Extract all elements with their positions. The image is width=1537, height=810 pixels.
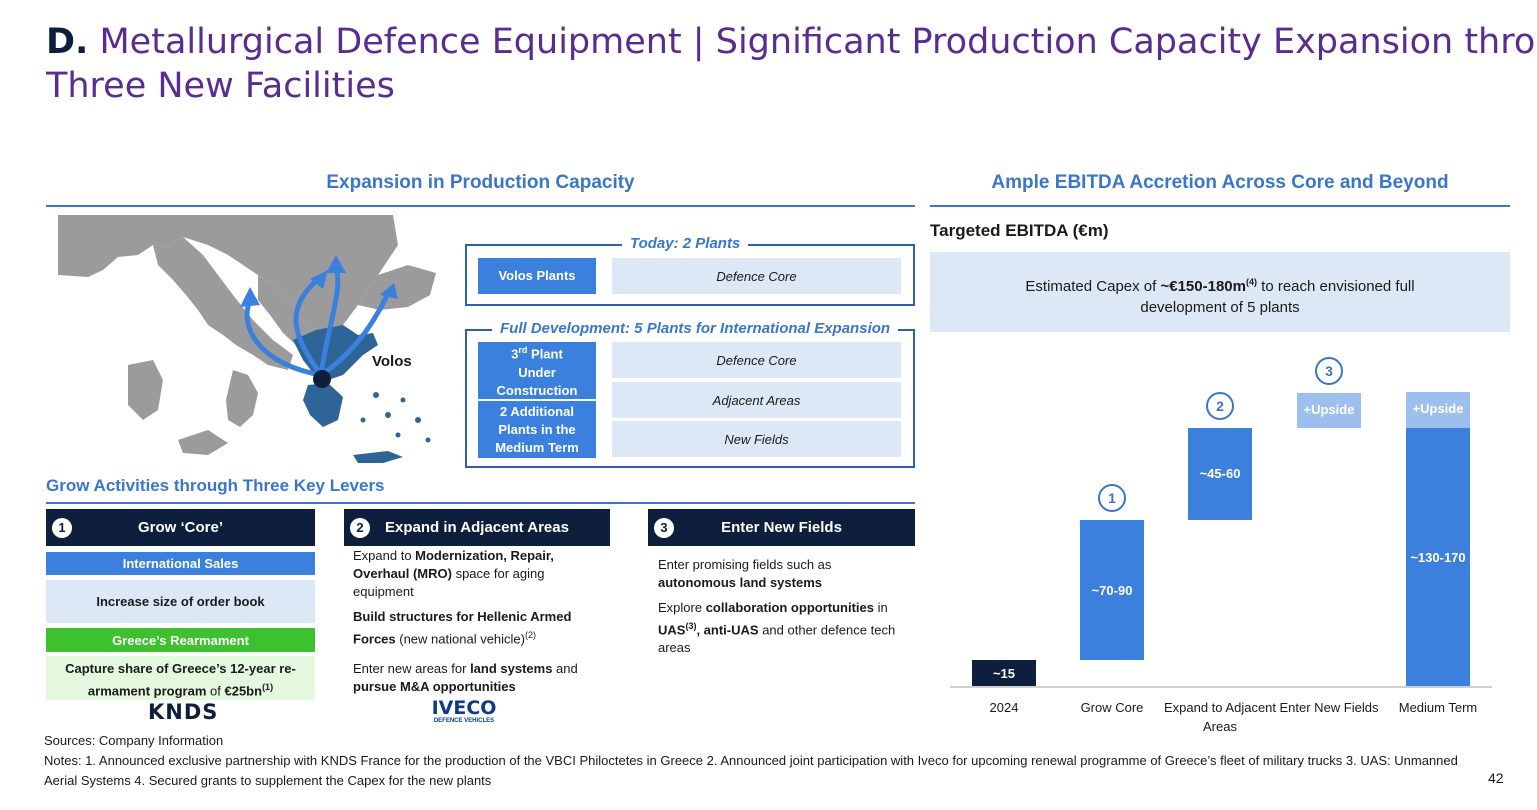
x-label-2: Expand to Adjacent Areas: [1163, 700, 1277, 734]
chart-baseline: [950, 686, 1492, 688]
volos-plants-pill: Volos Plants: [478, 258, 596, 294]
lever-core-title: Grow ‘Core’: [137, 519, 223, 536]
section-letter: D.: [46, 22, 89, 62]
title-line-2: Three New Facilities: [46, 66, 395, 106]
full-dev-legend: Full Development: 5 Plants for Internati…: [492, 320, 899, 337]
title-line-1: Metallurgical Defence Equipment | Signif…: [88, 22, 1537, 62]
medium-term-upside: [1406, 391, 1470, 428]
peloponnese: [303, 383, 343, 427]
bar-2024: [972, 659, 1036, 686]
adjacent-point-hellenic: Build structures for Hellenic Armed Forc…: [353, 609, 572, 647]
step-circle-1: 1: [1098, 483, 1126, 512]
bar-value-label: ~15: [987, 665, 1021, 681]
step-circle-3: 3: [1315, 356, 1343, 385]
lever-core-header: 1 Grow ‘Core’: [46, 509, 315, 546]
knds-logo: KNDS: [148, 700, 219, 724]
x-label-3: Enter New Fields: [1279, 700, 1379, 715]
page-title: D. Metallurgical Defence Equipment | Sig…: [46, 20, 1537, 112]
expansion-rule: [46, 205, 915, 207]
levers-rule: [46, 502, 915, 504]
expansion-arrows: [244, 266, 391, 378]
international-sales-pill: International Sales: [46, 552, 315, 575]
sources-line: Sources: Company Information: [44, 733, 224, 748]
expansion-heading: Expansion in Production Capacity: [326, 172, 635, 193]
full-defence-core: Defence Core: [612, 342, 901, 378]
today-defence-core: Defence Core: [612, 258, 901, 294]
adjacent-point-land: Enter new areas for land systems and pur…: [353, 661, 578, 694]
volos-marker: [313, 370, 331, 388]
volos-label: Volos: [372, 353, 412, 370]
bar-value-label: ~130-170: [1410, 549, 1466, 565]
italy-boot: [153, 237, 293, 370]
full-adjacent-areas: Adjacent Areas: [612, 382, 901, 418]
adjacent-point-mro: Expand to Modernization, Repair, Overhau…: [353, 548, 554, 599]
capex-callout: Estimated Capex of ~€150-180m(4) to reac…: [930, 252, 1510, 332]
page-number: 42: [1488, 770, 1504, 786]
notes-text: Notes: 1. Announced exclusive partnershi…: [44, 753, 1458, 788]
lever-1-badge: 1: [52, 517, 72, 538]
sardinia: [128, 360, 163, 420]
bar-value-label: ~45-60: [1199, 465, 1241, 481]
order-book-box: Increase size of order book: [46, 580, 315, 623]
lever-new-fields-header: 3 Enter New Fields: [648, 509, 915, 546]
turkey-west: [358, 265, 436, 310]
x-label-4: Medium Term: [1398, 700, 1478, 715]
x-label-1: Grow Core: [1080, 700, 1144, 715]
new-fields-point-autonomous: Enter promising fields such as autonomou…: [658, 557, 832, 590]
new-fields-point-uas: Explore collaboration opportunities in U…: [658, 600, 896, 656]
lever-3-badge: 3: [654, 517, 674, 538]
bar-value-label: +Upside: [1303, 401, 1355, 417]
lever-2-badge: 2: [350, 517, 370, 538]
balkans-map: [58, 215, 450, 470]
medium-term-upside-label: +Upside: [1412, 400, 1464, 416]
bar-expand-to-adjacent-areas: [1188, 427, 1252, 520]
x-label-0: 2024: [989, 700, 1019, 715]
bar-grow-core: [1080, 519, 1144, 660]
sicily: [178, 430, 228, 455]
iveco-logo: IVECO DEFENCE VEHICLES: [431, 697, 497, 724]
full-new-fields: New Fields: [612, 421, 901, 457]
third-plant-pill: 3rd Plant Under Construction: [478, 342, 596, 399]
lever-new-fields-title: Enter New Fields: [721, 519, 842, 536]
bar-medium-term: [1406, 427, 1470, 686]
lever-adjacent-header: 2 Expand in Adjacent Areas: [344, 509, 610, 546]
step-circle-2: 2: [1206, 391, 1234, 420]
greece-rearmament-pill: Greece’s Rearmament: [46, 628, 315, 652]
bar-value-label: ~70-90: [1091, 582, 1133, 598]
today-legend: Today: 2 Plants: [622, 235, 749, 252]
levers-heading: Grow Activities through Three Key Levers: [46, 476, 385, 495]
crete: [353, 451, 403, 463]
bar-enter-new-fields: [1297, 392, 1361, 428]
additional-plants-pill: 2 Additional Plants in the Medium Term: [478, 401, 596, 458]
lever-adjacent-title: Expand in Adjacent Areas: [385, 519, 569, 536]
italy-heel: [226, 370, 258, 427]
ebitda-subheading: Targeted EBITDA (€m): [930, 221, 1109, 240]
northern-land: [58, 215, 398, 335]
ebitda-heading: Ample EBITDA Accretion Across Core and B…: [991, 172, 1449, 193]
ebitda-rule: [930, 205, 1510, 207]
capture-share-box: Capture share of Greece’s 12-year re-arm…: [46, 656, 315, 700]
